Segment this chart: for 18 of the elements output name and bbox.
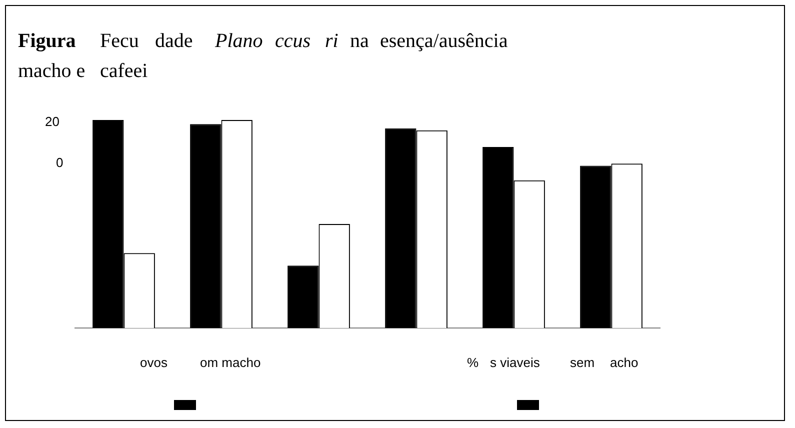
text: s viaveis — [490, 355, 540, 370]
text: esença/ausência — [380, 30, 508, 53]
text: acho — [610, 355, 638, 370]
text: ri — [325, 30, 338, 53]
text: % — [467, 355, 479, 370]
text: 0 — [56, 155, 64, 170]
text: om macho — [200, 355, 261, 370]
text: dade — [155, 30, 193, 53]
text: Figura — [18, 30, 76, 53]
text: Fecu — [100, 30, 139, 53]
text: 20 — [45, 114, 60, 129]
text: ccus — [275, 30, 311, 53]
text: sem — [570, 355, 595, 370]
text: cafeei — [100, 60, 148, 83]
text: macho e — [18, 60, 86, 83]
text: Plano — [215, 30, 263, 53]
text: na — [350, 30, 369, 53]
text: ovos — [140, 355, 168, 370]
